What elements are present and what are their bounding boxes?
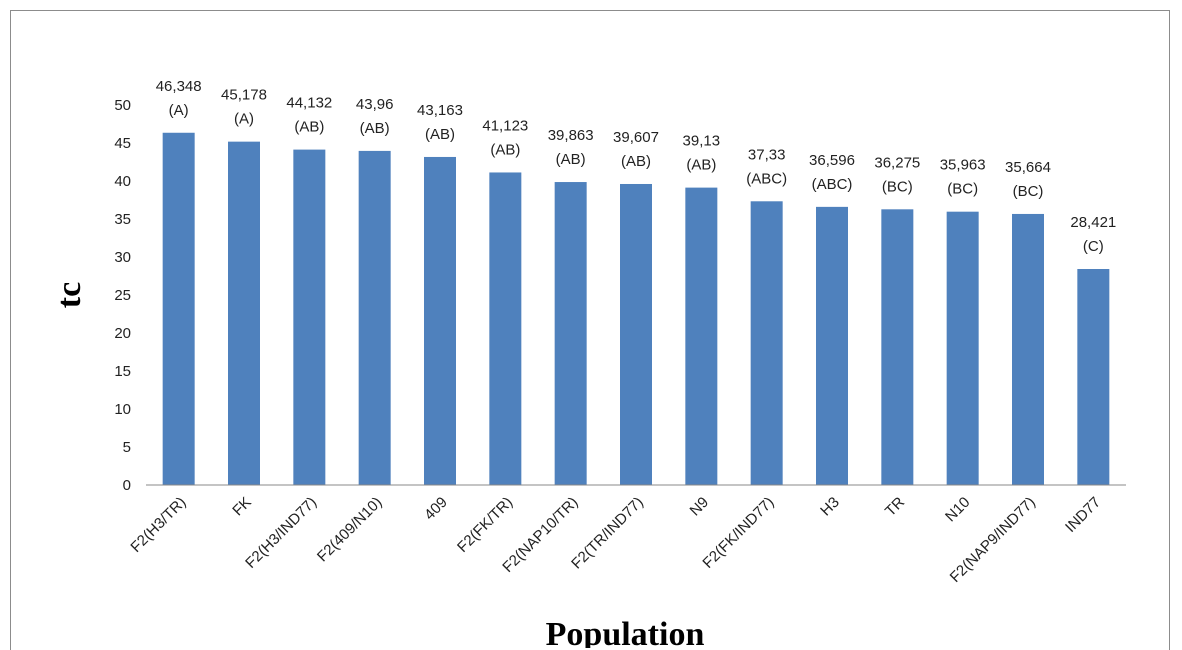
bar <box>751 201 783 485</box>
category-label: IND77 <box>1062 494 1104 536</box>
data-label-value: 45,178 <box>221 87 267 104</box>
bar <box>620 184 652 485</box>
y-tick-label: 5 <box>123 439 131 456</box>
category-label: N9 <box>687 494 713 520</box>
category-label: N10 <box>942 494 973 525</box>
category-label: FK <box>229 494 255 520</box>
category-label: F2(FK/TR) <box>454 494 516 556</box>
bar <box>1077 269 1109 485</box>
data-label-group: (AB) <box>425 126 455 143</box>
y-tick-label: 0 <box>123 477 131 494</box>
data-label-value: 39,607 <box>613 129 659 146</box>
data-label-value: 37,33 <box>748 146 786 163</box>
y-tick-label: 25 <box>114 287 131 304</box>
bar <box>359 151 391 485</box>
bar <box>489 172 521 485</box>
data-label-group: (AB) <box>556 151 586 168</box>
bar <box>293 150 325 485</box>
y-tick-label: 30 <box>114 249 131 266</box>
data-label-group: (ABC) <box>746 170 787 187</box>
bar <box>947 212 979 485</box>
data-label-group: (BC) <box>1013 183 1044 200</box>
data-label-value: 41,123 <box>482 117 528 134</box>
data-label-value: 36,275 <box>874 154 920 171</box>
data-label-value: 44,132 <box>286 95 332 112</box>
data-label-group: (AB) <box>686 157 716 174</box>
data-label-value: 39,863 <box>548 127 594 144</box>
y-tick-label: 20 <box>114 325 131 342</box>
category-label: F2(409/N10) <box>314 494 386 566</box>
data-label-group: (AB) <box>490 141 520 158</box>
category-label: 409 <box>421 494 451 524</box>
data-label-group: (A) <box>169 102 189 119</box>
data-label-group: (ABC) <box>812 176 853 193</box>
bar <box>228 142 260 485</box>
data-label-value: 43,96 <box>356 96 394 113</box>
y-tick-label: 15 <box>114 363 131 380</box>
bar <box>685 188 717 485</box>
bar <box>424 157 456 485</box>
data-label-group: (C) <box>1083 238 1104 255</box>
bar <box>1012 214 1044 485</box>
data-label-value: 35,963 <box>940 157 986 174</box>
bar <box>555 182 587 485</box>
bar <box>816 207 848 485</box>
y-tick-label: 50 <box>114 97 131 114</box>
y-tick-label: 10 <box>114 401 131 418</box>
y-tick-label: 45 <box>114 135 131 152</box>
data-label-value: 43,163 <box>417 102 463 119</box>
data-label-group: (BC) <box>947 181 978 198</box>
y-axis-label: tc <box>51 282 88 308</box>
data-label-group: (BC) <box>882 178 913 195</box>
category-label: TR <box>882 494 908 520</box>
data-label-group: (AB) <box>621 153 651 170</box>
data-label-group: (AB) <box>294 119 324 136</box>
data-label-value: 39,13 <box>683 133 721 150</box>
y-tick-labels: 0 5 10 15 20 25 30 35 40 45 50 <box>114 97 131 494</box>
category-label: H3 <box>817 494 843 520</box>
x-axis-label: Population <box>546 616 705 648</box>
category-label: F2(H3/TR) <box>127 494 189 556</box>
bar <box>163 133 195 485</box>
bar <box>881 209 913 485</box>
data-label-value: 35,664 <box>1005 159 1051 176</box>
data-label-value: 28,421 <box>1070 214 1116 231</box>
data-label-value: 36,596 <box>809 152 855 169</box>
data-label-group: (AB) <box>360 120 390 137</box>
y-tick-label: 35 <box>114 211 131 228</box>
data-label-value: 46,348 <box>156 78 202 95</box>
data-label-group: (A) <box>234 111 254 128</box>
y-tick-label: 40 <box>114 173 131 190</box>
